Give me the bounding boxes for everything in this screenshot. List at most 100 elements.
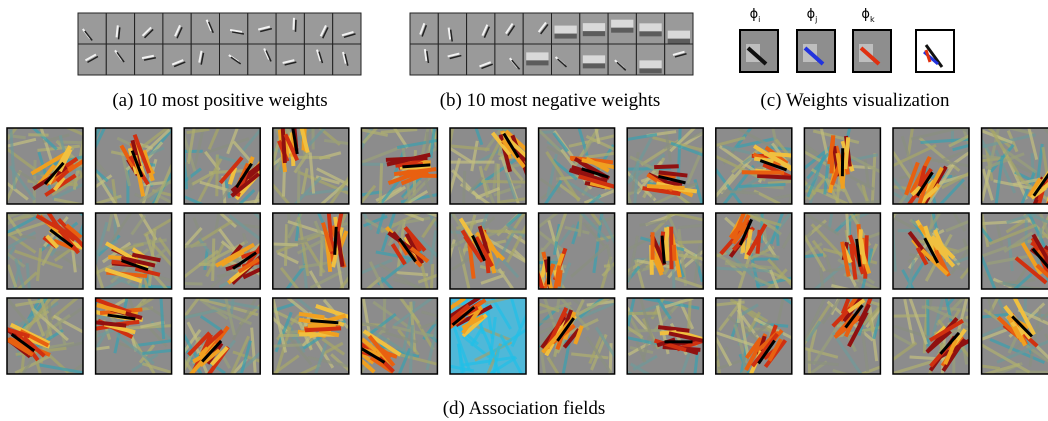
weight-tile: [333, 13, 361, 44]
weight-blob: [611, 20, 633, 28]
weight-tile: [163, 44, 191, 75]
background-stroke: [217, 154, 218, 196]
weight-label-sub: i: [758, 15, 760, 24]
association-tile: [340, 198, 458, 312]
association-tile: [85, 195, 193, 302]
background-stroke: [177, 283, 202, 284]
weight-label: ϕj: [807, 7, 818, 24]
weight-tile: [410, 13, 438, 44]
weight-tile: [191, 13, 219, 44]
weight-blob: [555, 34, 577, 39]
association-stroke: [647, 186, 685, 188]
association-tile: [161, 109, 274, 218]
association-tile: [608, 198, 727, 303]
association-stroke: [742, 172, 784, 173]
background-stroke: [410, 325, 412, 378]
association-tile: [518, 283, 627, 400]
weight-label-sub: j: [814, 15, 817, 24]
weight-blob: [611, 28, 633, 33]
association-tile: [173, 195, 278, 289]
association-stroke: [860, 229, 861, 254]
weight-blob: [526, 60, 548, 65]
weight-tile: [106, 44, 134, 75]
figure: ϕiϕjϕk (a) 10 most positive weights (b) …: [0, 0, 1048, 421]
association-stroke: [654, 166, 679, 167]
background-stroke: [809, 349, 810, 389]
negative-weights-grid: [410, 13, 693, 75]
weight-tile: [304, 13, 332, 44]
weight-tile: [552, 44, 580, 75]
weight-tile: [276, 44, 304, 75]
association-fields: [0, 103, 1048, 399]
weight-tile: [163, 13, 191, 44]
weight-tile: [106, 13, 134, 44]
caption-a: (a) 10 most positive weights: [112, 90, 327, 111]
center-stroke: [310, 321, 338, 323]
caption-d: (d) Association fields: [443, 398, 606, 419]
weight-blob: [555, 26, 577, 34]
background-stroke: [875, 316, 927, 317]
center-stroke: [402, 165, 430, 167]
association-tile: [698, 110, 810, 212]
association-tile: [258, 297, 364, 398]
weight-tile: [665, 44, 693, 75]
weight-tile: [495, 44, 523, 75]
association-stroke: [769, 154, 794, 156]
association-tile: [791, 103, 891, 220]
background-stroke: [847, 213, 849, 246]
weight-tile: [191, 44, 219, 75]
weight-tile: [304, 44, 332, 75]
association-stroke: [305, 328, 341, 330]
association-tile: [437, 281, 531, 399]
association-tile: [605, 105, 715, 226]
association-stroke: [282, 123, 284, 163]
association-tile: [163, 280, 275, 386]
weight-tile: [410, 44, 438, 75]
association-tile: [976, 204, 1048, 303]
positive-weights-grid: [78, 13, 361, 75]
weight-blob: [668, 31, 690, 39]
weight-blob: [639, 23, 661, 31]
association-stroke: [757, 176, 791, 178]
association-stroke: [674, 245, 675, 261]
association-tile: [337, 276, 451, 378]
weight-blob: [639, 31, 661, 36]
weight-blob: [668, 39, 690, 44]
association-tile: [251, 189, 369, 309]
association-tile: [525, 108, 640, 212]
weight-blob: [583, 55, 605, 63]
association-tile: [886, 125, 991, 223]
background-stroke: [485, 231, 528, 232]
association-tile: [517, 194, 627, 306]
caption-b: (b) 10 most negative weights: [440, 90, 661, 111]
weight-tile: [523, 13, 551, 44]
association-tile: [692, 279, 805, 380]
background-stroke: [498, 164, 499, 221]
background-stroke: [739, 184, 786, 186]
weight-tile: [220, 13, 248, 44]
visual-tile: [916, 30, 954, 72]
weight-blob: [526, 52, 548, 60]
association-stroke: [666, 227, 667, 260]
background-stroke: [298, 168, 299, 217]
association-tile: [781, 275, 894, 390]
association-tile: [72, 117, 194, 220]
background-stroke: [754, 259, 779, 260]
weight-blob: [639, 60, 661, 68]
background-stroke: [1016, 372, 1048, 373]
weight-label: ϕk: [861, 7, 875, 24]
background-stroke: [614, 330, 668, 331]
weight-tile: [608, 44, 636, 75]
weight-tile: [467, 44, 495, 75]
center-stroke: [335, 227, 337, 255]
weight-blob: [583, 31, 605, 36]
association-tile: [0, 197, 105, 307]
background-stroke: [384, 288, 385, 332]
weight-tile: [438, 44, 466, 75]
weight-blob: [639, 68, 661, 73]
weight-label-sub: k: [870, 15, 875, 24]
association-tile: [0, 118, 107, 222]
weight-tile: [467, 13, 495, 44]
caption-c: (c) Weights visualization: [760, 90, 950, 111]
